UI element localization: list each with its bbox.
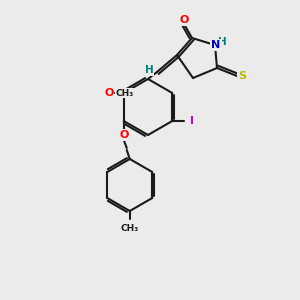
Text: I: I <box>190 116 194 126</box>
Text: H: H <box>218 37 226 47</box>
Text: O: O <box>104 88 113 98</box>
Text: S: S <box>238 71 246 81</box>
Text: H: H <box>145 65 153 75</box>
Text: O: O <box>119 130 128 140</box>
Text: N: N <box>212 40 220 50</box>
Text: O: O <box>179 15 189 25</box>
Text: CH₃: CH₃ <box>121 224 139 233</box>
Text: CH₃: CH₃ <box>116 88 134 98</box>
